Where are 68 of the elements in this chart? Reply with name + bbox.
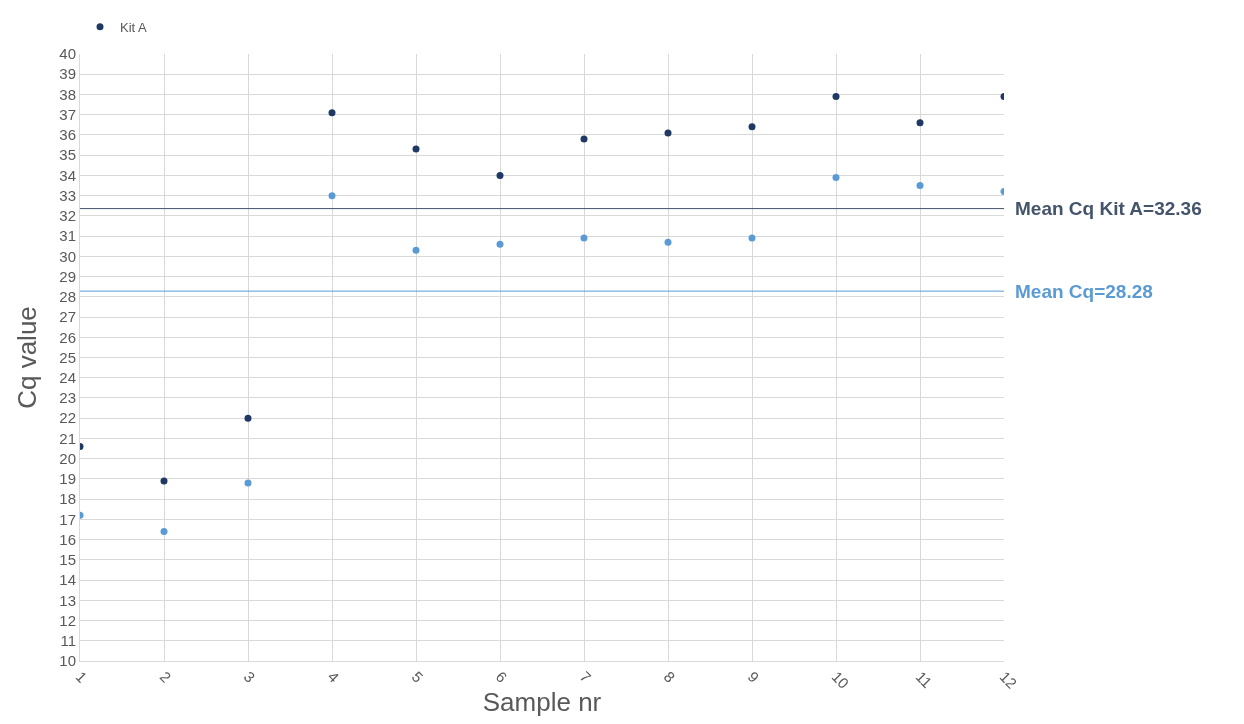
point <box>160 477 168 485</box>
y-tick-label: 19 <box>59 470 76 488</box>
y-tick-label: 14 <box>59 571 76 589</box>
y-tick-label: 13 <box>59 591 76 609</box>
point <box>496 171 504 179</box>
point <box>664 129 672 137</box>
x-tick-label: 8 <box>660 667 679 686</box>
y-tick-label: 20 <box>59 449 76 467</box>
x-tick-label: 4 <box>324 667 343 686</box>
point <box>748 234 756 242</box>
y-tick-label: 28 <box>59 288 76 306</box>
point <box>412 246 420 254</box>
y-tick-label: 31 <box>59 227 76 245</box>
point <box>244 414 252 422</box>
y-tick-label: 39 <box>59 65 76 83</box>
x-tick-label: 9 <box>744 667 763 686</box>
y-tick-label: 26 <box>59 328 76 346</box>
y-tick-label: 40 <box>59 45 76 63</box>
y-tick-label: 12 <box>59 611 76 629</box>
y-tick-label: 21 <box>59 429 76 447</box>
point <box>328 192 336 200</box>
point <box>832 173 840 181</box>
point <box>496 240 504 248</box>
y-tick-label: 30 <box>59 247 76 265</box>
point <box>580 234 588 242</box>
y-tick-label: 10 <box>59 652 76 670</box>
y-tick-label: 36 <box>59 126 76 144</box>
x-tick-label: 12 <box>996 667 1021 692</box>
y-tick-label: 32 <box>59 207 76 225</box>
y-tick-label: 15 <box>59 551 76 569</box>
y-tick-label: 35 <box>59 146 76 164</box>
y-tick-label: 17 <box>59 510 76 528</box>
y-tick-label: 37 <box>59 105 76 123</box>
x-tick-label: 5 <box>408 667 427 686</box>
y-tick-label: 11 <box>60 632 76 650</box>
point <box>328 109 336 117</box>
x-tick-label: 6 <box>492 667 511 686</box>
y-tick-label: 23 <box>59 389 76 407</box>
x-tick-label: 2 <box>156 667 175 686</box>
point <box>580 135 588 143</box>
y-axis-title: Cq value <box>11 306 42 409</box>
point <box>916 119 924 127</box>
ref-line-label: Mean Cq=28.28 <box>1015 281 1153 302</box>
y-tick-label: 25 <box>59 348 76 366</box>
x-tick-label: 1 <box>72 667 91 686</box>
point <box>748 123 756 131</box>
y-tick-label: 34 <box>59 166 76 184</box>
y-tick-label: 16 <box>59 530 76 548</box>
point <box>664 238 672 246</box>
x-tick-label: 11 <box>912 667 936 691</box>
point <box>916 182 924 190</box>
ref-line-label: Mean Cq Kit A=32.36 <box>1015 198 1202 219</box>
x-tick-label: 10 <box>828 667 853 692</box>
point <box>832 92 840 100</box>
x-axis-title: Sample nr <box>482 687 602 718</box>
y-tick-label: 38 <box>59 85 76 103</box>
y-tick-label: 24 <box>59 368 76 386</box>
x-tick-label: 3 <box>240 667 259 686</box>
legend-label: Kit A <box>120 19 148 35</box>
point <box>244 479 252 487</box>
y-tick-label: 18 <box>59 490 76 508</box>
point <box>160 528 168 536</box>
y-tick-label: 22 <box>59 409 76 427</box>
y-tick-label: 33 <box>59 186 76 204</box>
x-tick-label: 7 <box>576 667 595 686</box>
point <box>412 145 420 153</box>
y-tick-label: 29 <box>59 267 76 285</box>
y-tick-label: 27 <box>59 308 76 326</box>
